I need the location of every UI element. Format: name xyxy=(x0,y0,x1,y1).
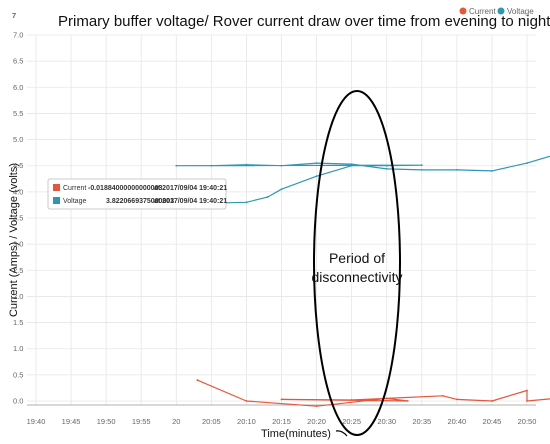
data-point-voltage xyxy=(315,162,318,165)
chart-title: Primary buffer voltage/ Rover current dr… xyxy=(58,13,550,30)
tooltip-voltage-swatch xyxy=(53,197,60,204)
tooltip-voltage-name: Voltage xyxy=(63,198,86,205)
x-tick-label: 19:40 xyxy=(27,417,46,426)
tooltip-box xyxy=(47,178,227,210)
y-tick-label: 4.0 xyxy=(13,187,23,196)
data-point-current xyxy=(280,398,283,401)
tooltip-voltage-time: at 2017/09/04 19:40:21 xyxy=(154,198,227,205)
data-point-voltage xyxy=(350,164,353,167)
y-tick-label: 2.5 xyxy=(13,266,23,275)
data-point-voltage xyxy=(245,163,248,166)
x-tick-label: 20:10 xyxy=(237,417,256,426)
x-axis-label: Time(minutes) xyxy=(261,428,331,440)
series-layer xyxy=(175,155,550,408)
annotation-line1: Period of xyxy=(329,250,385,266)
y-tick-label: 7.0 xyxy=(13,31,23,40)
x-tick-label: 20:20 xyxy=(307,417,326,426)
tooltip-current-time: at 2017/09/04 19:40:21 xyxy=(154,185,227,192)
data-point-voltage xyxy=(175,164,178,167)
x-tick-label: 20:40 xyxy=(447,417,466,426)
legend-current-label: Current xyxy=(469,7,496,16)
data-point-voltage xyxy=(245,201,248,204)
x-tick-label: 20:05 xyxy=(202,417,221,426)
y-tick-label: 0.5 xyxy=(13,370,23,379)
data-point-voltage xyxy=(350,163,353,166)
data-point-voltage xyxy=(280,188,283,191)
y-tick-label: 5.5 xyxy=(13,109,23,118)
y-tick-label: 6.5 xyxy=(13,57,23,66)
data-point-voltage xyxy=(210,164,213,167)
x-tick-label: 20:25 xyxy=(342,417,361,426)
annotation-line2: disconnectivity xyxy=(311,269,402,285)
annotation-scribble xyxy=(335,430,348,437)
tooltip-current-name: Current xyxy=(63,185,86,192)
x-tick-label: 19:45 xyxy=(62,417,81,426)
data-point-current xyxy=(491,400,493,402)
y-tick-label: 2.0 xyxy=(13,292,23,301)
data-point-voltage xyxy=(280,164,283,167)
y-tick-label: 6.0 xyxy=(13,83,23,92)
legend-current-marker xyxy=(459,7,467,15)
grid-layer xyxy=(27,34,536,406)
data-point-current xyxy=(526,400,528,402)
data-point-current xyxy=(315,405,318,408)
ticks-layer: 0.0 0.5 1.0 1.5 2.0 2.5 3.0 3.5 4.0 4.5 5.0 5.5 6.0 6… xyxy=(13,31,536,427)
tooltip-voltage-value: 3.8220669375000003 xyxy=(106,198,174,205)
y-tick-label: 3.0 xyxy=(13,240,23,249)
x-tick-label: 19:50 xyxy=(97,417,116,426)
data-point-voltage xyxy=(385,167,388,170)
data-point-voltage xyxy=(420,164,423,167)
y-axis-label: Current (Amps) / Voltage (volts) xyxy=(8,163,20,317)
data-point-voltage xyxy=(385,164,388,167)
y-tick-label: 5.0 xyxy=(13,135,23,144)
x-tick-label: 20:35 xyxy=(412,417,431,426)
data-point-current xyxy=(350,399,353,401)
data-point-voltage xyxy=(266,196,269,198)
x-tick-label: 20:50 xyxy=(518,417,537,426)
y-tick-label: 1.0 xyxy=(13,344,23,353)
data-point-current xyxy=(526,389,528,392)
legend-voltage-marker xyxy=(497,7,505,15)
y-tick-label: 4.5 xyxy=(13,161,23,170)
data-point-voltage xyxy=(420,168,423,171)
series-line-current xyxy=(197,379,550,407)
tooltip: Current -0.01884000000000003 at 2017/09/… xyxy=(47,178,227,210)
disconnectivity-ellipse xyxy=(313,90,401,436)
legend[interactable]: Current Voltage xyxy=(459,7,535,16)
x-tick-label: 19:55 xyxy=(132,417,151,426)
y-tick-label: 3.5 xyxy=(13,214,23,223)
tooltip-current-value: -0.01884000000000003 xyxy=(88,185,162,192)
x-tick-label: 20:45 xyxy=(483,417,502,426)
data-point-current xyxy=(406,400,409,402)
y-tick-label: 1.5 xyxy=(13,318,23,327)
x-tick-label: 20:15 xyxy=(272,417,291,426)
legend-voltage-label: Voltage xyxy=(507,7,534,16)
data-point-current xyxy=(385,397,388,400)
data-point-current xyxy=(441,394,444,397)
data-point-current xyxy=(455,398,458,401)
series-line-voltage xyxy=(175,155,550,204)
x-tick-label: 20 xyxy=(172,417,180,426)
data-point-current xyxy=(245,400,248,402)
y-tick-label: 0.0 xyxy=(13,397,23,406)
data-point-voltage xyxy=(491,170,493,172)
data-point-voltage xyxy=(315,175,318,178)
y-axis-top-label: 7 xyxy=(12,11,16,20)
data-point-voltage xyxy=(455,168,458,171)
data-point-current xyxy=(196,379,199,381)
data-point-voltage xyxy=(526,162,528,165)
tooltip-current-swatch xyxy=(53,184,60,191)
x-tick-label: 20:30 xyxy=(377,417,396,426)
